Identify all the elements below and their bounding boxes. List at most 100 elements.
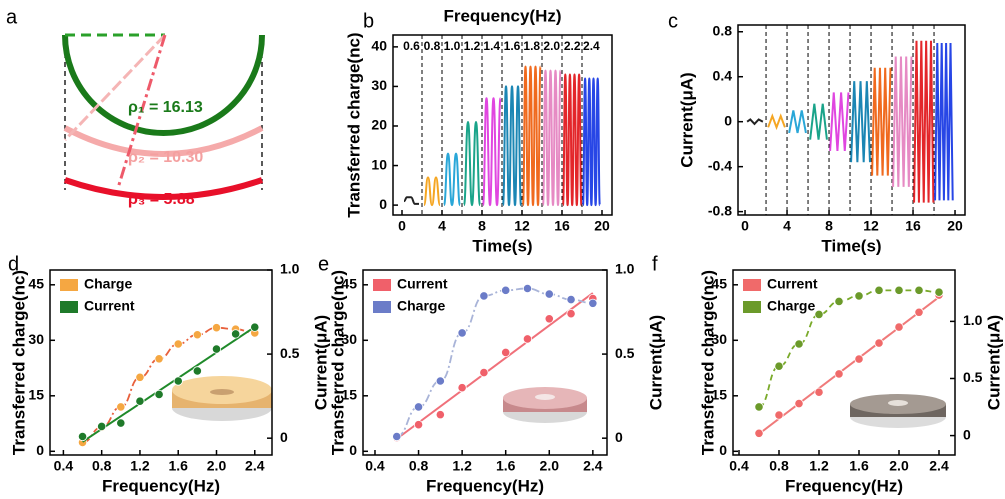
y-tick-label: 20 (371, 117, 387, 133)
y2-tick-label: 0 (615, 429, 623, 445)
panel-letter: a (6, 6, 18, 28)
marker (77, 431, 88, 442)
segment-label: 1.6 (504, 39, 521, 53)
y-tick-label: 15 (28, 387, 44, 403)
y-tick-label: 45 (28, 276, 44, 292)
plot-frame (732, 269, 956, 456)
x-tick-label: 12 (863, 218, 879, 234)
fit-line (758, 296, 940, 435)
marker (116, 418, 126, 428)
x-tick-label: 16 (905, 218, 921, 234)
segment-label: 0.8 (424, 39, 441, 53)
x-axis-label: Time(s) (472, 236, 532, 255)
y-tick-label: 0 (349, 442, 357, 458)
diagonal-red (116, 34, 167, 189)
y-tick-label: 30 (341, 331, 357, 347)
arc-green (62, 34, 265, 136)
marker (566, 309, 576, 319)
series-line (788, 110, 807, 134)
y-axis-label: Transferred charge(nc) (328, 270, 347, 455)
marker (211, 323, 222, 333)
inset-device-d (172, 376, 272, 421)
series-line (934, 42, 954, 201)
y2-tick-label: 0.5 (280, 345, 300, 361)
y-tick-label: 15 (711, 387, 727, 403)
y-tick-label: 40 (371, 38, 387, 54)
marker (522, 334, 533, 344)
y2-tick-label: 0.5 (615, 345, 635, 361)
series-line (871, 67, 892, 176)
plot-frame (737, 24, 966, 216)
x-tick-label: 2.0 (540, 458, 560, 474)
marker (834, 369, 844, 379)
series-line (850, 81, 871, 163)
segment-label: 2.4 (583, 39, 600, 53)
marker (479, 367, 489, 378)
x-tick-label: 1.2 (809, 458, 829, 474)
series-line (767, 113, 786, 131)
x-tick-label: 12 (514, 218, 530, 234)
y-tick-label: 45 (341, 276, 357, 292)
x-tick-label: 0.8 (409, 458, 429, 474)
y-tick-label: 0.4 (713, 67, 733, 83)
marker (413, 420, 424, 430)
x-tick-label: 0.8 (769, 458, 789, 474)
marker (874, 338, 884, 348)
plot-frame (362, 269, 608, 456)
marker (774, 410, 784, 420)
marker (154, 354, 164, 364)
panel-letter: b (363, 10, 374, 32)
marker (116, 402, 126, 412)
x-tick-label: 16 (554, 218, 570, 234)
y-axis-label: Transferred charge(nc) (9, 270, 28, 455)
series-line (482, 97, 502, 207)
marker (894, 285, 904, 295)
x-tick-label: 0 (741, 218, 749, 234)
legend-label: Charge (84, 276, 132, 292)
series-line (746, 118, 764, 126)
plot-frame (392, 34, 613, 216)
panel-letter: d (8, 253, 19, 275)
segment-label: 1.0 (444, 39, 461, 53)
x-tick-label: 2.0 (889, 458, 909, 474)
panel-c: c 0 4 8 12 16 20 -0.8 -0.4 0 0.4 0.8 Time(s) Current(… (668, 10, 966, 255)
y-tick-label: 0 (724, 112, 732, 128)
marker (211, 344, 222, 354)
legend-label: Current (767, 276, 818, 292)
y-tick-label: 45 (711, 276, 727, 292)
arc-pink (63, 125, 264, 157)
segment-label: 1.4 (483, 39, 500, 53)
x-tick-label: 20 (947, 218, 963, 234)
y-tick-label: -0.8 (708, 202, 732, 218)
fit-line (81, 326, 256, 443)
series-line (758, 289, 940, 408)
y-axis-label: Current(μA) (677, 72, 696, 167)
legend-swatch (743, 279, 761, 291)
marker (934, 287, 944, 297)
y-axis-label: Transferred charge(nc) (344, 32, 363, 217)
x-tick-label: 8 (478, 218, 486, 234)
marker (435, 376, 445, 386)
series-line (542, 69, 562, 207)
marker (874, 285, 884, 295)
segment-label: 2.2 (564, 39, 581, 53)
marker (544, 289, 554, 299)
y2-axis-label: Current(μA) (311, 315, 330, 410)
marker (914, 285, 924, 295)
series-line (809, 103, 828, 140)
legend-swatch (743, 301, 761, 313)
series-line (522, 65, 542, 207)
marker (479, 291, 489, 301)
x-tick-label: 8 (825, 218, 833, 234)
marker (566, 294, 576, 305)
x-tick-label: 2.4 (245, 458, 265, 474)
x-axis-label: Time(s) (821, 236, 881, 255)
marker (854, 291, 864, 301)
legend-swatch (373, 301, 391, 313)
marker (914, 307, 924, 317)
series-line (562, 73, 583, 207)
marker (894, 322, 904, 332)
y2-axis-label: Current(μA) (984, 315, 1003, 410)
x-tick-label: 0 (398, 218, 406, 234)
series-line (582, 77, 601, 207)
